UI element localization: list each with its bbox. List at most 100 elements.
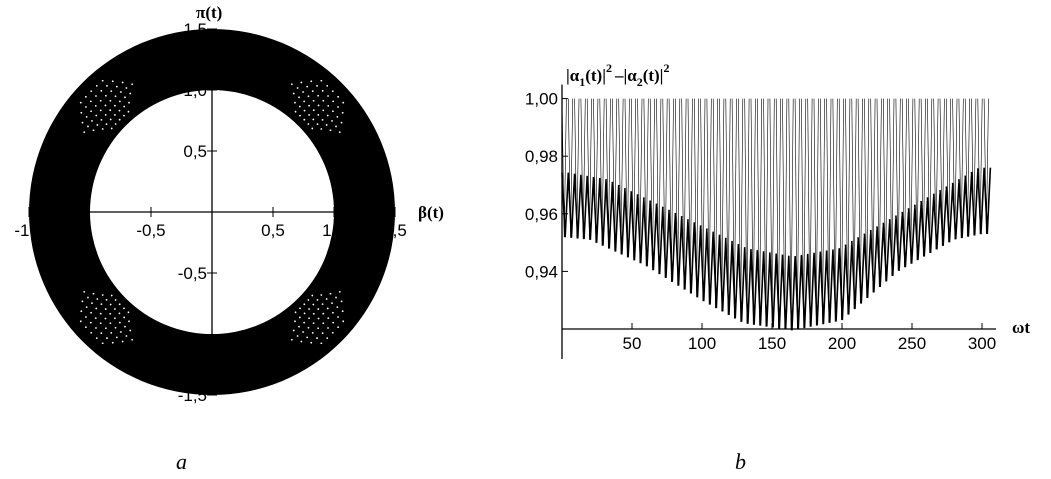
ring-dot [336, 306, 339, 309]
ring-dot [83, 290, 86, 293]
ring-dot [128, 101, 130, 104]
ring-dot [316, 123, 319, 126]
ring-dot [129, 92, 132, 95]
ring-dot [85, 316, 87, 318]
x-tick-label: 100 [688, 334, 716, 353]
ring-dot [298, 96, 300, 99]
ring-dot [115, 336, 118, 339]
ring-dot [322, 99, 325, 102]
ring-dot [340, 121, 343, 124]
ring-dot [310, 80, 313, 83]
ring-dot [312, 118, 315, 121]
ring-dot [109, 99, 112, 102]
ring-dot [100, 332, 103, 335]
ring-dot [294, 311, 297, 314]
ring-dot [99, 312, 102, 315]
ring-dot [303, 303, 306, 306]
ring-dot [302, 91, 304, 93]
ring-dot [321, 118, 324, 121]
ring-dot [95, 84, 98, 87]
x-tick-label: -0,5 [136, 221, 165, 240]
ring-dot [90, 311, 92, 314]
ring-dot [306, 336, 309, 339]
ring-dot [312, 312, 315, 315]
ring-dot [91, 302, 93, 304]
ring-dot [114, 95, 117, 98]
ring-dot [96, 124, 99, 126]
ring-dot [129, 329, 132, 332]
ring-dot [101, 294, 104, 296]
ring-dot [81, 300, 84, 303]
ring-dot [292, 92, 295, 95]
ring-dot [311, 332, 314, 334]
ring-dot [312, 109, 315, 112]
ring-dot [110, 294, 113, 297]
ring-dot [322, 109, 325, 112]
ring-dot [101, 128, 104, 130]
ring-dot [118, 118, 121, 121]
ring-dot [308, 104, 310, 107]
ring-dot [92, 129, 95, 132]
ring-dot [79, 320, 82, 323]
axis-ticks-a [28, 28, 396, 396]
ring-dot [335, 125, 337, 128]
ring-dot [321, 332, 324, 335]
ring-dot [123, 114, 125, 117]
ring-dot [92, 292, 95, 295]
ring-dot [337, 326, 340, 329]
ring-dot [312, 303, 315, 306]
ring-dot [90, 90, 93, 93]
y-tick-label: -1,5 [178, 386, 207, 405]
ring-dot [308, 308, 310, 310]
ring-dot [303, 312, 306, 315]
ring-dot [326, 337, 329, 340]
ring-dot [332, 311, 334, 314]
ring-dot [327, 95, 329, 97]
ring-dot [94, 104, 97, 107]
ring-dot [310, 341, 313, 344]
ring-dot [81, 121, 84, 124]
x-tick-label: 300 [968, 334, 996, 353]
ring-dot [337, 106, 339, 108]
ring-dot [335, 296, 337, 299]
y-tick-label: 1,0 [183, 81, 207, 100]
tick-labels-b: 50 100 150 200 250 300 1,00 0,98 0,96 0,94 [525, 90, 996, 353]
ring-dot [104, 308, 107, 310]
x-tick-label: 50 [623, 334, 642, 353]
ring-dot [320, 79, 323, 82]
x-tick-label: 1,0 [322, 221, 346, 240]
ring-dot [317, 94, 320, 97]
ring-dot [84, 326, 87, 329]
ring-dot [91, 120, 93, 122]
ring-dot [100, 89, 103, 92]
ring-dot [123, 307, 125, 310]
ring-dot [316, 337, 318, 339]
ring-dot [125, 87, 128, 89]
ring-dot [111, 341, 114, 344]
x-tick-label: 0,5 [261, 221, 285, 240]
ring-dot [89, 100, 92, 103]
ring-dot [128, 320, 130, 323]
ring-dot [308, 317, 310, 320]
ring-dot [118, 100, 121, 103]
ring-dot [337, 95, 340, 98]
ring-dot [89, 321, 92, 324]
ring-dot [87, 125, 89, 128]
ring-dot [317, 317, 320, 320]
y-tick-label: 0,98 [525, 147, 558, 166]
ring-dot [84, 95, 87, 98]
ring-dot [85, 106, 87, 108]
ring-dot [326, 307, 329, 310]
ring-dot [299, 307, 301, 310]
ring-dot [114, 104, 116, 107]
ring-dot [320, 294, 323, 296]
ring-dot [300, 81, 303, 84]
y-tick-label: 0,94 [525, 262, 558, 281]
ring-dot [131, 83, 134, 86]
ring-dot [337, 316, 339, 318]
ring-dot [85, 306, 88, 309]
ring-dot [118, 109, 121, 112]
ring-dot [114, 123, 117, 125]
ring-dot [121, 81, 124, 84]
